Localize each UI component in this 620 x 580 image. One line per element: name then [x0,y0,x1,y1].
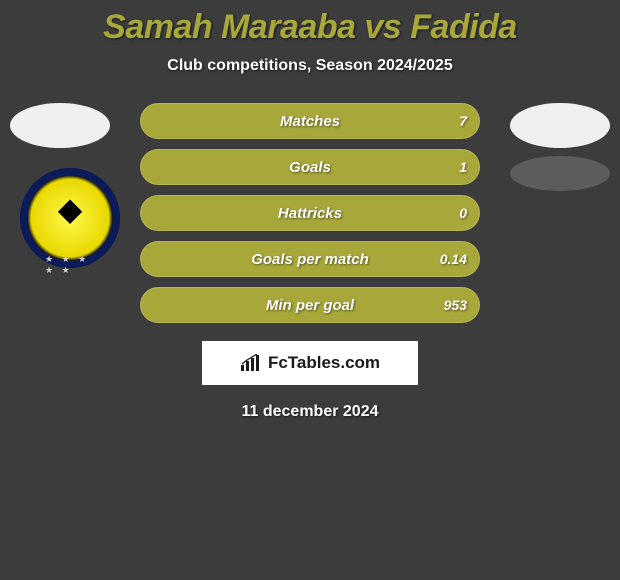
stat-label: Matches [280,113,340,130]
player1-club-badge: ★ ★ ★ ★ ★ [20,168,120,268]
bar-chart-icon [240,354,262,372]
page-title: Samah Maraaba vs Fadida [0,0,620,47]
stat-value-p1: 953 [444,297,467,313]
stat-label: Goals [289,159,331,176]
stat-label: Hattricks [278,205,342,222]
badge-stars-icon: ★ ★ ★ ★ ★ [45,254,95,276]
stats-list: Matches 7 Goals 1 Hattricks 0 Goals per … [140,103,480,323]
brand-box[interactable]: FcTables.com [202,341,418,385]
stat-row-matches: Matches 7 [140,103,480,139]
stat-value-p1: 7 [459,113,467,129]
stat-row-goals: Goals 1 [140,149,480,185]
stat-row-goals-per-match: Goals per match 0.14 [140,241,480,277]
stat-value-p1: 0.14 [440,251,467,267]
stat-value-p1: 0 [459,205,467,221]
stat-value-p1: 1 [459,159,467,175]
stat-label: Min per goal [266,297,354,314]
comparison-area: ★ ★ ★ ★ ★ Matches 7 Goals 1 Hattricks 0 … [0,103,620,421]
footer-date: 11 december 2024 [0,403,620,421]
stat-label: Goals per match [251,251,369,268]
brand-label: FcTables.com [268,353,380,373]
subtitle: Club competitions, Season 2024/2025 [0,57,620,75]
player2-avatar-placeholder [510,103,610,148]
stat-row-hattricks: Hattricks 0 [140,195,480,231]
stat-row-min-per-goal: Min per goal 953 [140,287,480,323]
player1-avatar-placeholder [10,103,110,148]
player2-shadow-placeholder [510,156,610,191]
